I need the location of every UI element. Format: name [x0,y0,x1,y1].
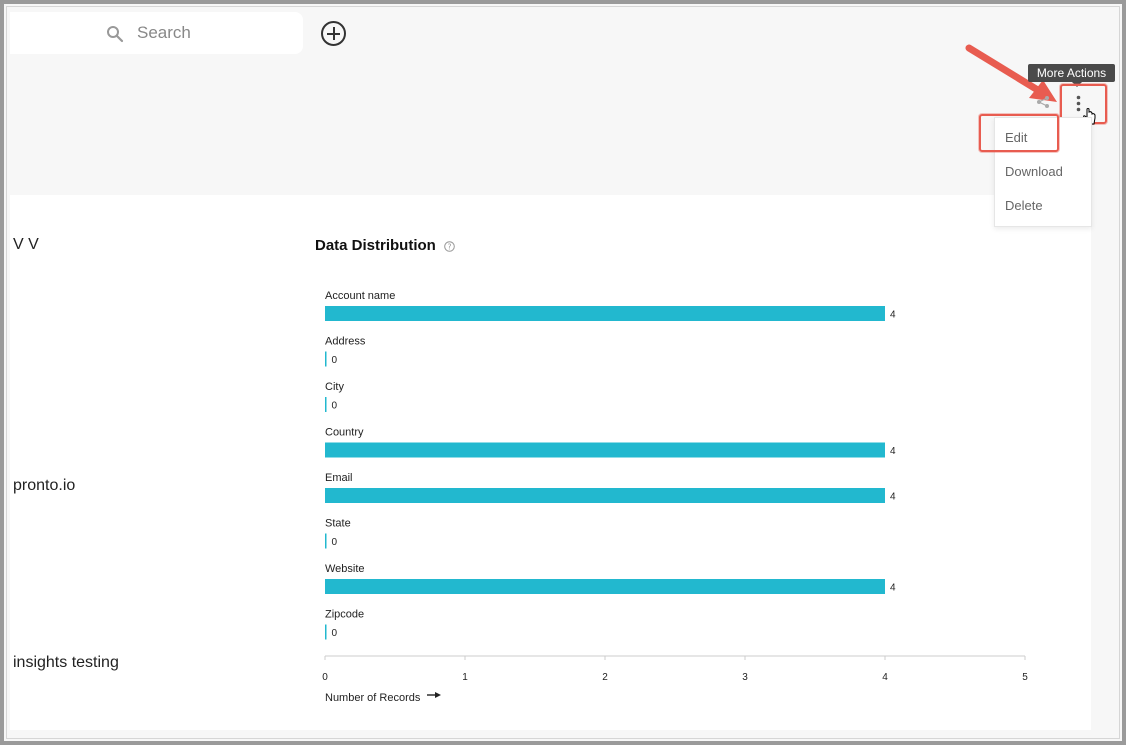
bar-value-label: 0 [332,628,338,639]
bar [325,533,327,549]
x-tick-label: 4 [882,672,888,683]
menu-item-edit[interactable]: Edit [1005,130,1028,145]
menu-item-download[interactable]: Download [1005,164,1063,179]
left-value-2: pronto.io [13,477,76,494]
bar-category-label: Zipcode [325,609,364,621]
bar [325,351,327,367]
more-actions-tooltip: More Actions [1028,64,1115,82]
bar-category-label: State [325,518,351,530]
bar-value-label: 4 [890,310,896,321]
bar [325,579,885,594]
content-card [10,195,1091,730]
bar-value-label: 4 [890,583,896,594]
x-tick-label: 1 [462,672,468,683]
data-distribution-title: Data Distribution [315,237,436,254]
plus-vertical-stroke [332,27,335,40]
x-tick-label: 0 [322,672,328,683]
kebab-vertical-icon[interactable] [1076,95,1081,112]
help-circle-icon[interactable]: ? [444,241,455,252]
bar-category-label: Address [325,336,366,348]
svg-text:?: ? [448,242,452,251]
bar [325,306,885,321]
menu-item-delete[interactable]: Delete [1005,198,1043,213]
bar-category-label: Email [325,472,353,484]
add-button[interactable] [321,21,346,46]
bar-category-label: Country [325,427,364,439]
bar-category-label: City [325,381,344,393]
search-box[interactable]: Search [10,12,303,54]
x-tick-label: 2 [602,672,608,683]
bar [325,488,885,503]
left-value-1: V V [13,236,39,253]
x-tick-label: 3 [742,672,748,683]
search-input[interactable]: Search [137,23,191,42]
annotation-arrow [965,44,1057,102]
x-axis-arrow-head [435,692,441,698]
bar-value-label: 4 [890,492,896,503]
more-actions-menu: Edit Download Delete [994,117,1092,227]
x-axis-label: Number of Records [325,692,421,704]
x-tick-label: 5 [1022,672,1028,683]
data-distribution-chart: Account name 4 Address 0 City 0 Country 4 Email 4… [322,290,1028,704]
bar-category-label: Account name [325,290,395,302]
bar-category-label: Website [325,563,365,575]
bar [325,624,327,640]
bar-value-label: 0 [332,401,338,412]
bar-value-label: 4 [890,446,896,457]
search-icon [107,26,124,43]
left-value-3: insights testing [13,654,119,671]
edit-highlight-box [979,114,1059,152]
bar-value-label: 0 [332,355,338,366]
bar [325,442,885,458]
share-icon[interactable] [1036,95,1050,109]
bar [325,397,327,412]
bar-value-label: 0 [332,537,338,548]
